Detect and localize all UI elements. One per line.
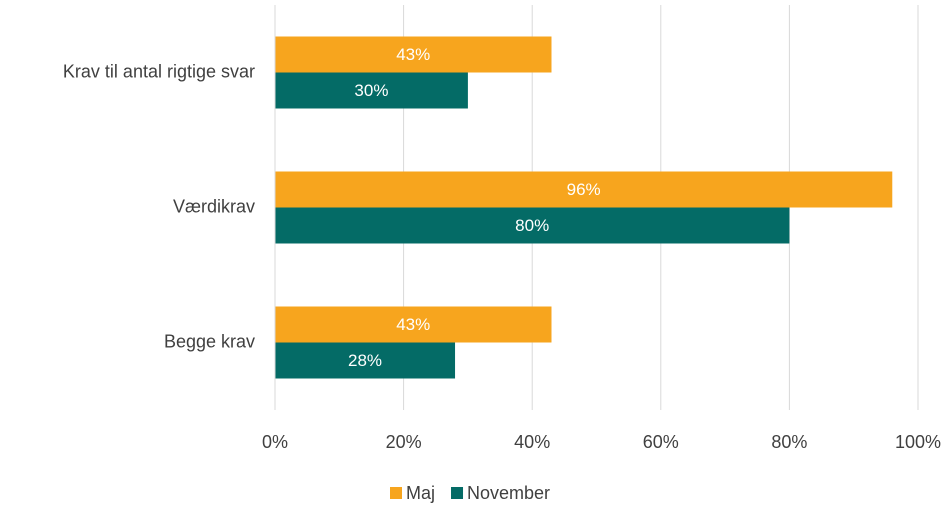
y-tick-label: Krav til antal rigtige svar (63, 61, 255, 81)
x-tick-label: 0% (262, 432, 288, 452)
bar (275, 36, 552, 73)
value-label: 96% (567, 180, 601, 199)
value-label: 80% (515, 216, 549, 235)
legend-swatch (451, 487, 464, 499)
value-label: 43% (396, 315, 430, 334)
y-tick-label: Værdikrav (173, 196, 255, 216)
x-tick-label: 20% (386, 432, 422, 452)
y-tick-label: Begge krav (164, 331, 255, 351)
value-label: 43% (396, 45, 430, 64)
x-tick-label: 80% (771, 432, 807, 452)
legend-label: November (467, 483, 550, 503)
bar (275, 171, 893, 208)
x-tick-label: 40% (514, 432, 550, 452)
x-tick-label: 100% (895, 432, 941, 452)
bar (275, 207, 790, 244)
bar (275, 306, 552, 343)
value-label: 28% (348, 351, 382, 370)
legend-label: Maj (406, 483, 435, 503)
x-tick-label: 60% (643, 432, 679, 452)
value-label: 30% (354, 81, 388, 100)
bar (275, 72, 468, 109)
bar (275, 342, 456, 379)
legend-swatch (390, 487, 402, 499)
